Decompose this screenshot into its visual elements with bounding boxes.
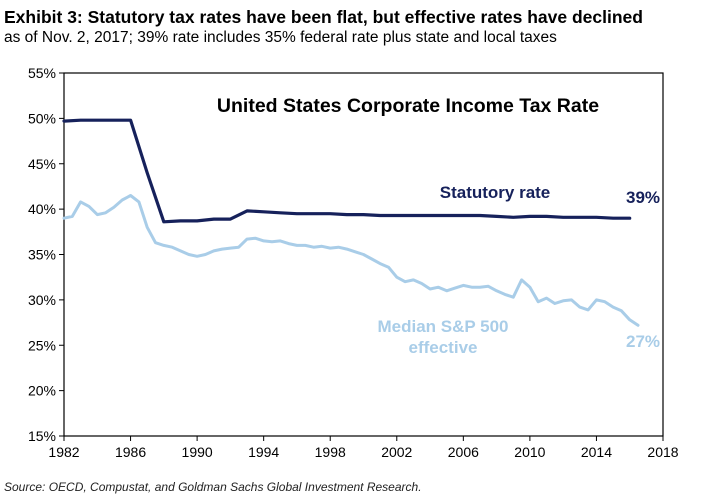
x-axis: 1982 1986 1990 1994 1998 2002 2006 2010 2014 2018	[48, 436, 679, 460]
x-tick-label: 1986	[115, 444, 146, 460]
exhibit-heading: Exhibit 3: Statutory tax rates have been…	[4, 6, 716, 48]
effective-rate-line	[62, 194, 640, 327]
y-tick-label: 50%	[28, 110, 56, 126]
x-tick-label: 1990	[182, 444, 213, 460]
exhibit-title: Exhibit 3: Statutory tax rates have been…	[4, 7, 643, 27]
exhibit-subtitle: as of Nov. 2, 2017; 39% rate includes 35…	[4, 29, 557, 46]
x-tick-label: 1982	[48, 444, 79, 460]
statutory-rate-line	[62, 118, 632, 224]
y-tick-label: 35%	[28, 247, 56, 263]
x-tick-label: 1994	[248, 444, 279, 460]
x-tick-label: 2010	[514, 444, 545, 460]
x-tick-label: 2018	[647, 444, 678, 460]
y-tick-label: 55%	[28, 65, 56, 81]
y-tick-label: 45%	[28, 156, 56, 172]
series-layer	[62, 118, 640, 327]
x-tick-label: 2014	[581, 444, 612, 460]
effective-end-label: 27%	[626, 332, 660, 351]
x-tick-label: 2006	[448, 444, 479, 460]
x-tick-label: 1998	[315, 444, 346, 460]
y-tick-label: 15%	[28, 428, 56, 444]
y-tick-label: 30%	[28, 292, 56, 308]
statutory-series-label: Statutory rate	[440, 183, 551, 202]
statutory-end-label: 39%	[626, 188, 660, 207]
effective-series-label-line1: Median S&P 500	[377, 317, 508, 336]
x-tick-label: 2002	[381, 444, 412, 460]
y-tick-label: 20%	[28, 383, 56, 399]
y-tick-label: 25%	[28, 337, 56, 353]
y-axis: 15% 20% 25% 30% 35% 40% 45% 50% 55%	[28, 65, 64, 444]
effective-series-label-line2: effective	[409, 338, 478, 357]
y-tick-label: 40%	[28, 201, 56, 217]
chart-title: United States Corporate Income Tax Rate	[217, 95, 599, 117]
source-note: Source: OECD, Compustat, and Goldman Sac…	[4, 480, 422, 494]
